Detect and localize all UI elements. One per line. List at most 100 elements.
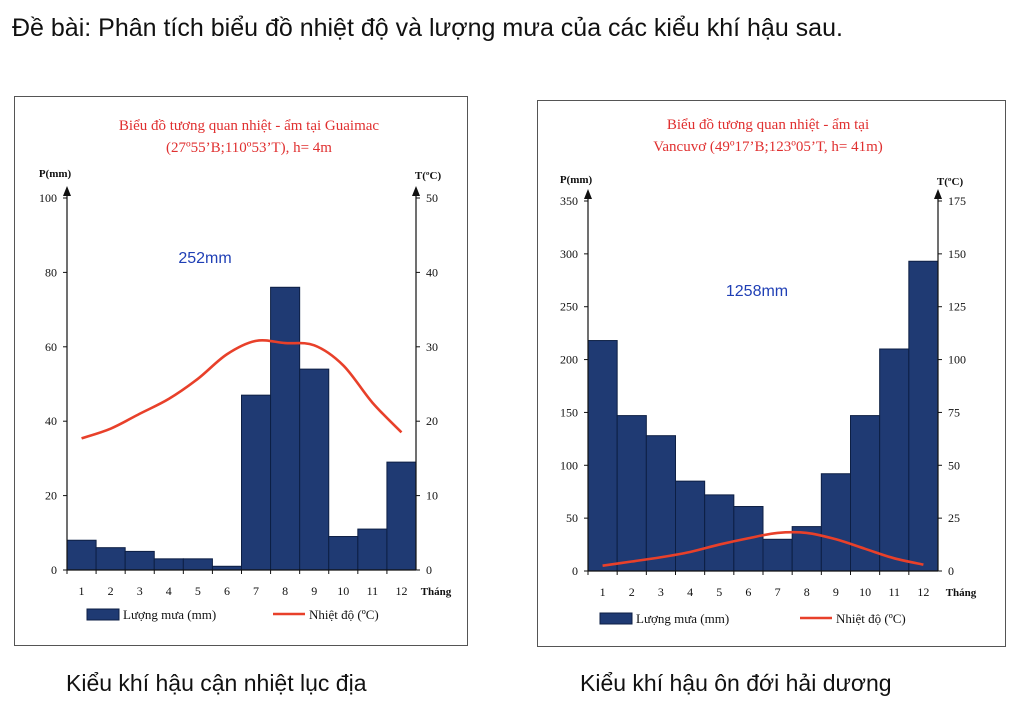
rainfall-bar-month-3	[645, 435, 677, 572]
y-left-axis-label: P(mm)	[560, 174, 593, 186]
x-tick-label-4: 4	[687, 585, 693, 599]
chart-title-line2: (27º55’B;110º53’T), h= 4m	[166, 140, 332, 156]
x-tick-label-8: 8	[804, 585, 810, 599]
y-left-tick-label: 150	[560, 405, 578, 419]
rainfall-bar-month-7	[241, 394, 272, 571]
x-tick-label-2: 2	[629, 585, 635, 599]
x-tick-label-11: 11	[367, 584, 379, 598]
y-right-axis-label: T(ºC)	[415, 170, 442, 182]
x-tick-label-4: 4	[166, 584, 172, 598]
y-left-tick-label: 100	[560, 458, 578, 472]
y-right-tick-label: 150	[948, 247, 966, 261]
y-left-axis-arrow	[584, 189, 592, 199]
x-tick-label-10: 10	[859, 585, 871, 599]
y-left-tick-label: 350	[560, 194, 578, 208]
y-right-tick-label: 20	[426, 414, 438, 428]
y-right-tick-label: 0	[426, 563, 432, 577]
x-tick-label-8: 8	[282, 584, 288, 598]
x-tick-label-10: 10	[337, 584, 349, 598]
annual-rainfall-total: 1258mm	[726, 283, 788, 300]
chart-vancouver: Biểu đồ tương quan nhiệt - ẩm tại Vancuvơ…	[560, 117, 977, 626]
temperature-line	[602, 530, 924, 568]
y-right-tick-label: 30	[426, 340, 438, 354]
legend-temperature-label: Nhiệt độ (ºC)	[836, 611, 906, 626]
caption-temperate-oceanic: Kiểu khí hậu ôn đới hải dương	[580, 670, 892, 696]
y-left-tick-label: 0	[572, 564, 578, 578]
x-tick-label-3: 3	[658, 585, 664, 599]
y-left-tick-label: 0	[51, 563, 57, 577]
rainfall-bar-month-3	[124, 550, 155, 571]
x-tick-label-6: 6	[745, 585, 751, 599]
x-tick-label-12: 12	[917, 585, 929, 599]
y-left-tick-label: 50	[566, 511, 578, 525]
y-left-axis-arrow	[63, 186, 71, 196]
y-left-tick-label: 250	[560, 300, 578, 314]
legend-rainfall-label: Lượng mưa (mm)	[636, 611, 729, 626]
x-tick-label-9: 9	[833, 585, 839, 599]
y-left-axis-label: P(mm)	[39, 168, 72, 180]
rainfall-bar-month-9	[299, 368, 330, 571]
y-right-axis-label: T(ºC)	[937, 176, 964, 188]
rainfall-bar-month-12	[386, 461, 417, 571]
chart-panel-vancouver: Biểu đồ tương quan nhiệt - ẩm tại Vancuvơ…	[537, 100, 1006, 647]
rainfall-bar-month-5	[182, 558, 213, 571]
x-tick-label-1: 1	[600, 585, 606, 599]
chart-panel-guaimac: Biểu đồ tương quan nhiệt - ẩm tại Guaima…	[14, 96, 468, 646]
x-tick-label-1: 1	[79, 584, 85, 598]
y-right-tick-label: 10	[426, 489, 438, 503]
y-right-tick-label: 50	[426, 191, 438, 205]
legend-temperature-label: Nhiệt độ (ºC)	[309, 607, 379, 622]
rainfall-bar-month-8	[270, 286, 301, 571]
x-tick-label-12: 12	[395, 584, 407, 598]
y-right-axis-arrow	[934, 189, 942, 199]
rainfall-bar-month-1	[587, 340, 618, 572]
x-axis-label: Tháng	[946, 587, 977, 599]
x-tick-label-6: 6	[224, 584, 230, 598]
y-right-tick-label: 50	[948, 458, 960, 472]
y-left-tick-label: 80	[45, 265, 57, 279]
y-right-tick-label: 0	[948, 564, 954, 578]
x-tick-label-2: 2	[108, 584, 114, 598]
rainfall-bar-month-11	[357, 528, 388, 571]
x-axis-label: Tháng	[421, 586, 452, 598]
x-tick-label-7: 7	[775, 585, 781, 599]
chart-title-line2: Vancuvơ (49º17’B;123º05’T, h= 41m)	[653, 139, 883, 155]
chart-title-line1: Biểu đồ tương quan nhiệt - ẩm tại	[667, 117, 869, 133]
temperature-line	[81, 339, 403, 440]
rainfall-bar-month-7	[762, 538, 793, 572]
y-right-tick-label: 175	[948, 194, 966, 208]
y-left-tick-label: 20	[45, 489, 57, 503]
rainfall-bar-month-1	[66, 539, 97, 571]
y-left-tick-label: 200	[560, 353, 578, 367]
rainfall-bar-month-4	[675, 480, 706, 572]
rainfall-bar-month-10	[328, 536, 359, 571]
x-tick-label-11: 11	[888, 585, 900, 599]
y-right-tick-label: 75	[948, 405, 960, 419]
rainfall-bar-month-5	[704, 494, 735, 572]
rainfall-bar-month-11	[879, 348, 910, 572]
y-right-tick-label: 25	[948, 511, 960, 525]
y-left-tick-label: 100	[39, 191, 57, 205]
rainfall-bar-month-2	[616, 415, 647, 572]
x-tick-label-5: 5	[195, 584, 201, 598]
legend-rainfall-swatch	[599, 612, 633, 625]
y-left-tick-label: 300	[560, 247, 578, 261]
x-tick-label-9: 9	[311, 584, 317, 598]
x-tick-label-7: 7	[253, 584, 259, 598]
y-left-tick-label: 60	[45, 340, 57, 354]
question-text: Đề bài: Phân tích biểu đồ nhiệt độ và lư…	[12, 14, 843, 42]
rainfall-bar-month-12	[908, 260, 939, 572]
y-left-tick-label: 40	[45, 414, 57, 428]
caption-subtropical-continental: Kiểu khí hậu cận nhiệt lục địa	[66, 670, 367, 696]
legend-rainfall-swatch	[86, 608, 120, 621]
rainfall-bar-month-9	[820, 473, 852, 572]
rainfall-bar-month-2	[95, 547, 126, 571]
x-tick-label-5: 5	[716, 585, 722, 599]
y-right-axis-arrow	[412, 186, 420, 196]
y-right-tick-label: 100	[948, 353, 966, 367]
x-tick-label-3: 3	[137, 584, 143, 598]
y-right-tick-label: 125	[948, 300, 966, 314]
y-right-tick-label: 40	[426, 265, 438, 279]
chart-title-line1: Biểu đồ tương quan nhiệt - ẩm tại Guaima…	[119, 118, 380, 134]
legend-rainfall-label: Lượng mưa (mm)	[123, 607, 216, 622]
